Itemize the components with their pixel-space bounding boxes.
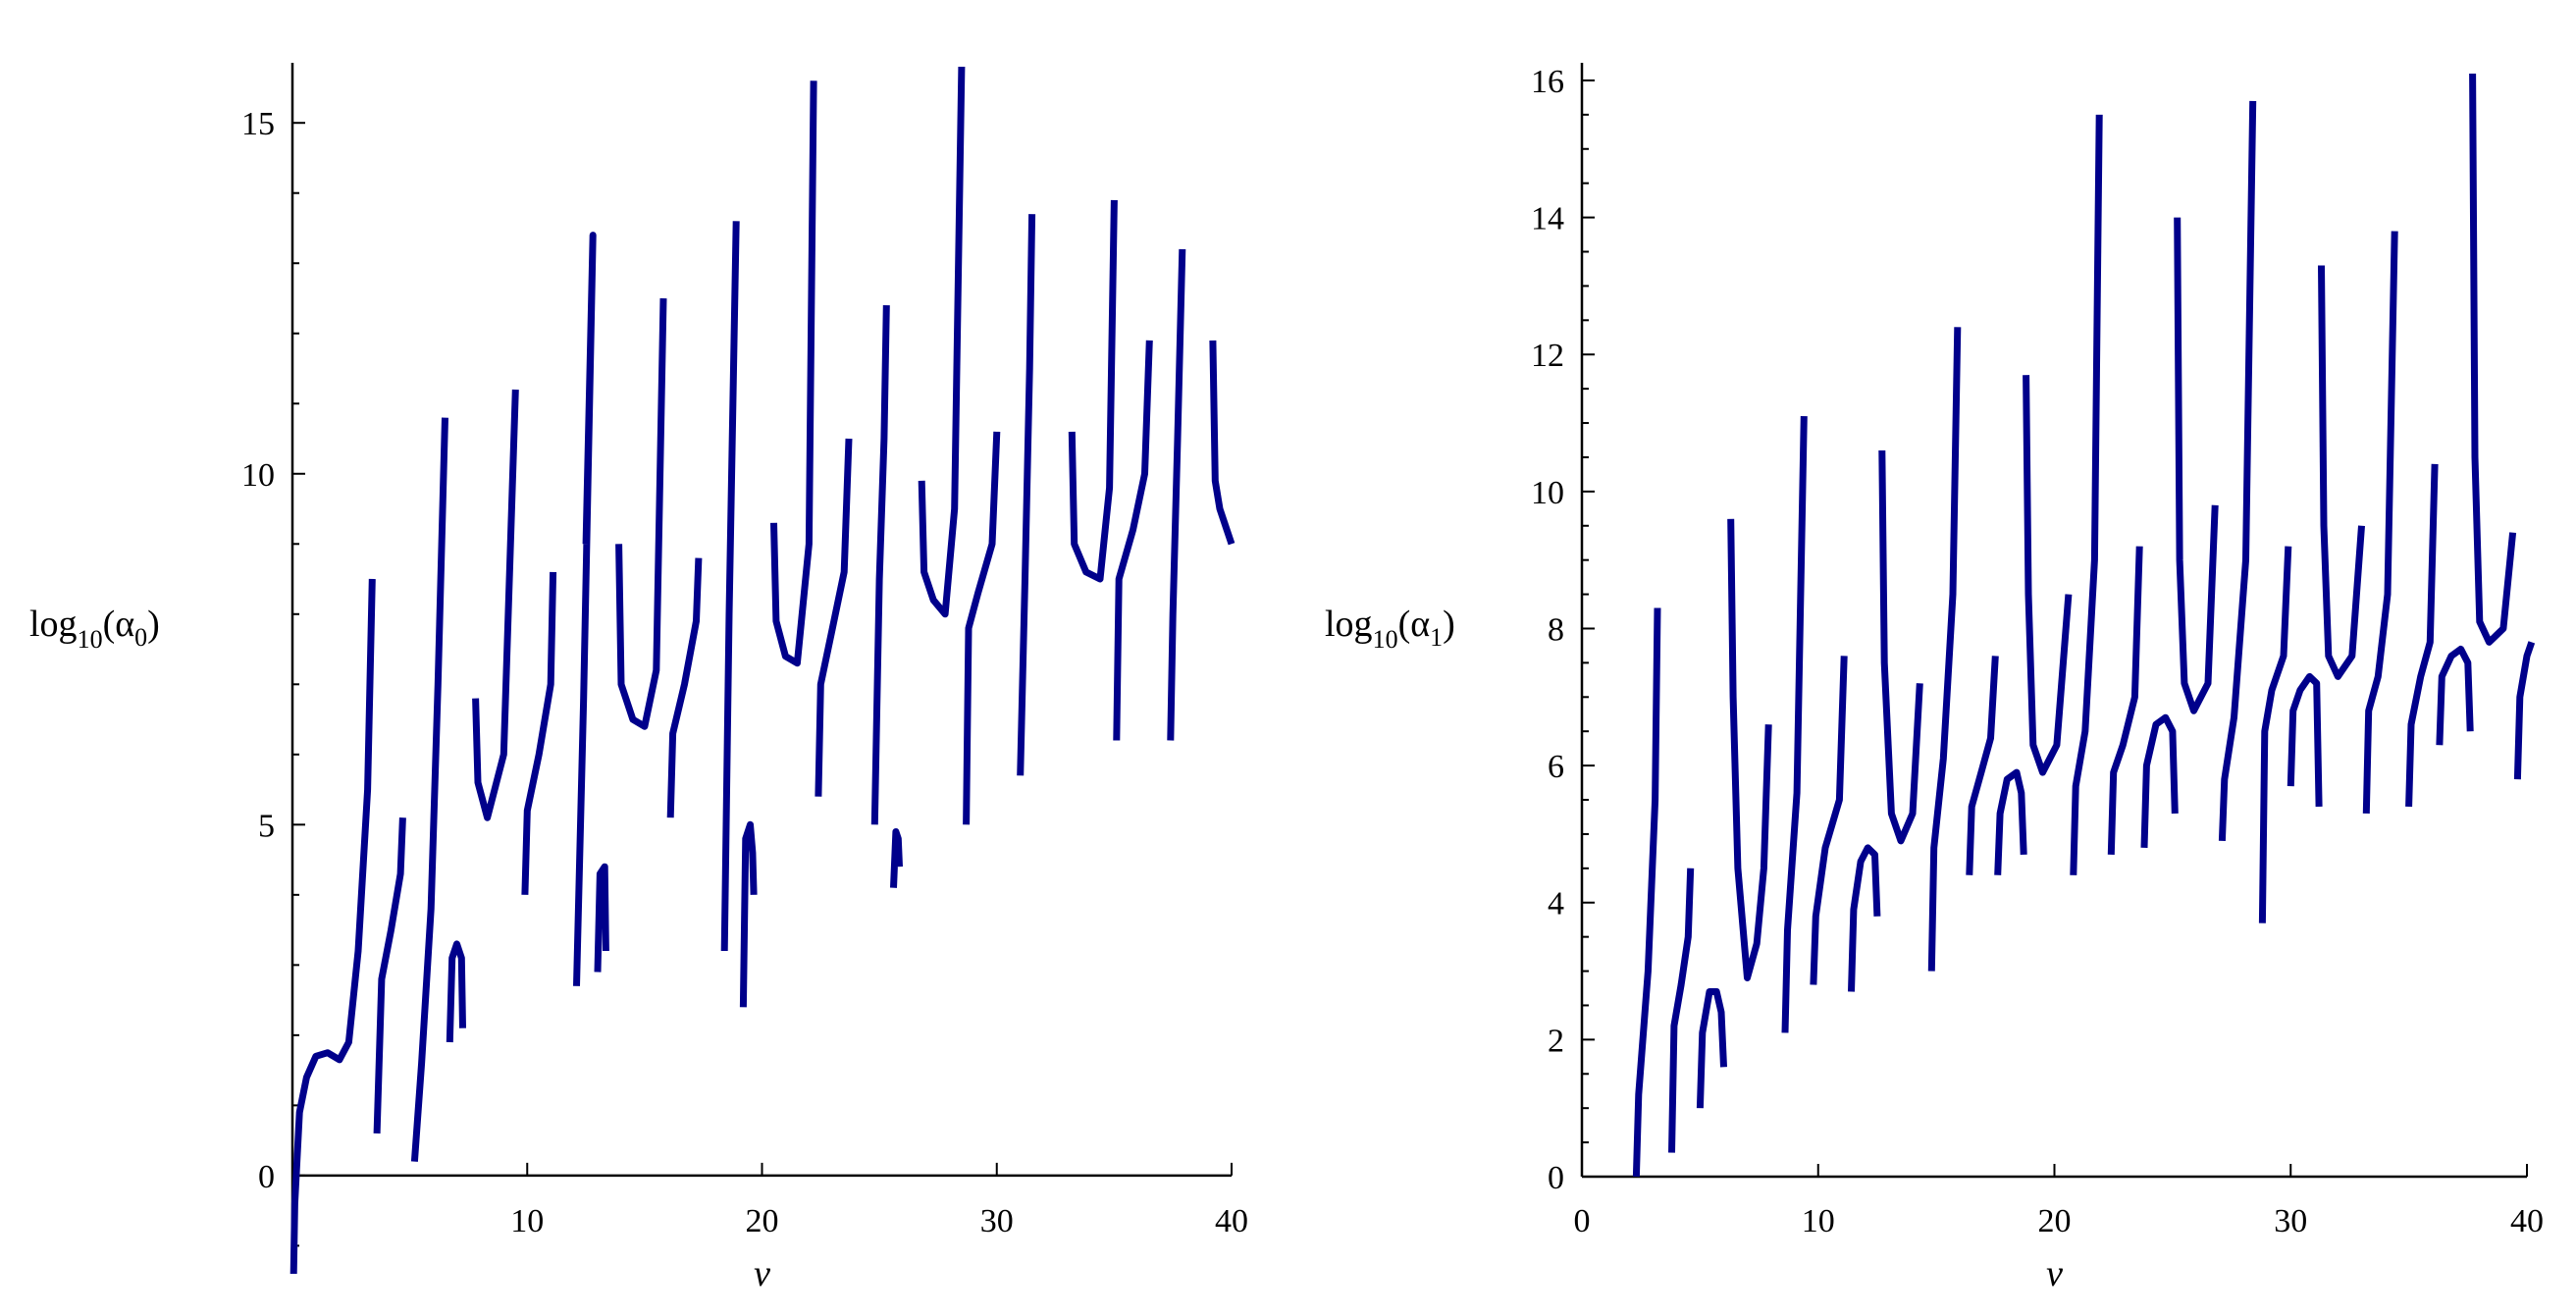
curve-branch (2287, 672, 2323, 808)
curve-branch (2258, 546, 2292, 923)
curve-branch (1209, 340, 1235, 546)
y-axis-label: log10(α1) (1325, 604, 1455, 654)
curve-branch (1668, 868, 1695, 1153)
curve-branch (2405, 463, 2439, 808)
curve-branch (594, 863, 609, 973)
curve-branch (472, 389, 519, 821)
curve-branch (2218, 100, 2257, 842)
curve-branch (373, 817, 406, 1134)
curve-branch (410, 417, 448, 1162)
curve-branch (890, 828, 903, 888)
curve-branch (870, 305, 890, 825)
curve-branch (1727, 518, 1772, 981)
y-tick-label: 16 (1531, 64, 1564, 100)
curve-branch (2469, 73, 2517, 646)
x-tick-label: 30 (2274, 1203, 2307, 1239)
curve-branch (2070, 114, 2103, 875)
y-tick-label: 8 (1548, 611, 1564, 648)
y-tick-label: 2 (1548, 1023, 1564, 1059)
curve-branch (615, 297, 667, 730)
x-tick-label: 0 (1574, 1203, 1591, 1239)
curve-branch (1994, 768, 2027, 875)
y-tick-label: 14 (1531, 201, 1564, 237)
x-tick-label: 20 (2038, 1203, 2072, 1239)
curve-branch (1017, 214, 1036, 776)
x-axis-label: v (754, 1253, 770, 1294)
curve-branch (521, 571, 557, 895)
y-label-prefix: log (1325, 604, 1373, 645)
curve-branch (720, 221, 740, 952)
y-tick-label: 10 (1531, 475, 1564, 511)
y-tick-label: 5 (258, 808, 275, 844)
curve-branch (2436, 645, 2474, 746)
curve-branch (2318, 265, 2365, 680)
y-label-var: α (1410, 604, 1430, 645)
y-tick-label: 4 (1548, 886, 1564, 922)
curve-branch (815, 438, 853, 797)
curve-branch (1966, 656, 1999, 875)
y-label-paren: ( (103, 604, 116, 645)
x-axis-label: v (2046, 1253, 2063, 1294)
y-label-paren: ) (1443, 604, 1455, 645)
curve-branch (770, 80, 817, 667)
y-label-index: 0 (134, 623, 147, 652)
x-tick-label: 10 (1802, 1203, 1835, 1239)
y-tick-label: 15 (241, 106, 275, 142)
curve-branch (1696, 988, 1727, 1109)
y-tick-label: 12 (1531, 338, 1564, 374)
y-label-prefix: log (29, 604, 78, 645)
y-tick-label: 0 (1548, 1160, 1564, 1196)
curve-branch (2140, 713, 2179, 849)
y-tick-label: 10 (241, 457, 275, 494)
curve-branch (739, 820, 758, 1008)
curve-branch (2107, 546, 2143, 856)
y-axis-label: log10(α0) (29, 604, 160, 654)
curve-branch (573, 232, 597, 986)
y-label-index: 1 (1430, 623, 1443, 652)
curve-branch (1878, 449, 1923, 845)
x-tick-label: 20 (746, 1203, 779, 1239)
curve-branch (666, 557, 703, 818)
curve-branch (963, 431, 1001, 825)
curve-branch (1927, 327, 1962, 972)
curve-branch (446, 940, 466, 1043)
curve-branch (2023, 375, 2073, 776)
curve-branch (1167, 248, 1186, 741)
curve-branch (1113, 340, 1153, 741)
y-label-var: α (115, 604, 134, 645)
y-label-base: 10 (1373, 625, 1398, 654)
curve-branch (289, 578, 376, 1275)
x-tick-label: 30 (980, 1203, 1014, 1239)
curve-branch (1632, 607, 1661, 1178)
curve-branch (2362, 231, 2398, 815)
x-tick-label: 40 (2510, 1203, 2544, 1239)
curve-branch (1068, 199, 1118, 583)
x-tick-label: 10 (510, 1203, 544, 1239)
curve-branch (1810, 656, 1848, 985)
y-label-base: 10 (78, 625, 103, 654)
curve-branch (918, 66, 966, 618)
curve-branch (1781, 416, 1808, 1033)
curve-branch (2513, 641, 2536, 780)
y-label-paren: ) (147, 604, 160, 645)
curve-branch (2174, 217, 2219, 714)
y-label-paren: ( (1398, 604, 1411, 645)
y-tick-label: 6 (1548, 749, 1564, 785)
x-tick-label: 40 (1215, 1203, 1248, 1239)
y-tick-label: 0 (258, 1159, 275, 1195)
curve-branch (1848, 844, 1881, 992)
